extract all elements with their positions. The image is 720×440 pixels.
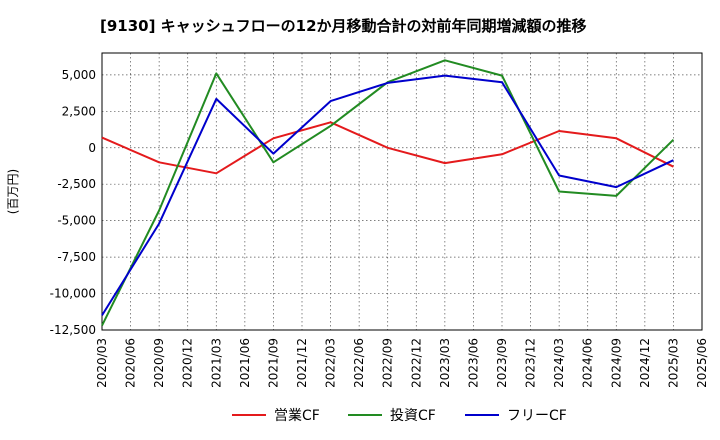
x-tick-label: 2024/09 — [609, 338, 623, 388]
x-tick-labels: 2020/03 2020/06 2020/09 2020/12 2021/03 2021/… — [95, 338, 709, 388]
x-tick-label: 2025/06 — [695, 338, 709, 388]
x-tick-label: 2024/12 — [638, 338, 652, 388]
series-line — [101, 74, 674, 316]
y-tick-label: 2,500 — [62, 104, 96, 118]
x-tick-label: 2024/06 — [581, 338, 595, 388]
legend-label: 営業CF — [274, 408, 320, 424]
x-tick-label: 2022/12 — [409, 338, 423, 388]
x-tick-label: 2020/09 — [152, 338, 166, 388]
x-tick-label: 2021/09 — [266, 338, 280, 388]
series-line — [101, 121, 674, 175]
x-tick-label: 2022/03 — [324, 338, 338, 388]
y-tick-label: -7,500 — [57, 250, 96, 264]
legend: 営業CF 投資CF フリーCF — [232, 408, 567, 424]
y-tick-labels: 5,000 2,500 0 -2,500 -5,000 -7,500 -10,000 -12,… — [50, 68, 96, 337]
x-tick-label: 2020/12 — [181, 338, 195, 388]
x-tick-label: 2024/03 — [552, 338, 566, 388]
plot-frame — [101, 52, 703, 331]
x-tick-label: 2025/03 — [666, 338, 680, 388]
y-tick-label: 5,000 — [62, 68, 96, 82]
chart-title: [9130] キャッシュフローの12か月移動合計の対前年同期増減額の推移 — [100, 17, 587, 35]
y-tick-label: -10,000 — [50, 287, 96, 301]
y-tick-label: -12,500 — [50, 323, 96, 337]
x-tick-label: 2022/09 — [381, 338, 395, 388]
y-tick-label: 0 — [88, 141, 96, 155]
x-tick-label: 2021/06 — [238, 338, 252, 388]
x-tick-label: 2023/09 — [495, 338, 509, 388]
legend-label: 投資CF — [390, 408, 436, 424]
y-axis-label: (百万円) — [6, 169, 20, 214]
y-tick-label: -2,500 — [57, 177, 96, 191]
legend-label: フリーCF — [507, 408, 567, 424]
x-tick-label: 2023/03 — [438, 338, 452, 388]
x-tick-label: 2020/06 — [124, 338, 138, 388]
y-tick-label: -5,000 — [57, 214, 96, 228]
x-tick-label: 2021/12 — [295, 338, 309, 388]
series-layer — [101, 59, 675, 327]
x-tick-label: 2023/12 — [524, 338, 538, 388]
x-tick-label: 2023/06 — [466, 338, 480, 388]
grid-layer — [101, 53, 703, 331]
x-tick-label: 2021/03 — [209, 338, 223, 388]
x-tick-label: 2020/03 — [95, 338, 109, 388]
x-tick-label: 2022/06 — [352, 338, 366, 388]
